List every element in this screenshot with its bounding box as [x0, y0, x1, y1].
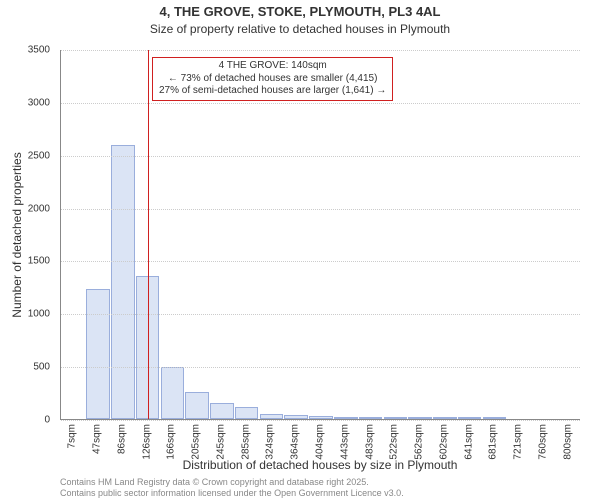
histogram-bar	[86, 289, 110, 419]
callout-line: 27% of semi-detached houses are larger (…	[159, 85, 386, 98]
y-tick-label: 2000	[0, 203, 50, 214]
chart-subtitle: Size of property relative to detached ho…	[0, 22, 600, 36]
footer-line: Contains public sector information licen…	[60, 488, 404, 498]
histogram-bar	[334, 417, 358, 419]
gridline	[61, 209, 580, 210]
histogram-bar	[161, 367, 185, 419]
gridline	[61, 261, 580, 262]
x-tick-label: 443sqm	[339, 424, 350, 460]
footer-line: Contains HM Land Registry data © Crown c…	[60, 477, 404, 487]
x-tick-label: 285sqm	[240, 424, 251, 460]
reference-line	[148, 50, 149, 419]
x-tick-label: 562sqm	[414, 424, 425, 460]
y-tick-label: 1000	[0, 309, 50, 320]
gridline	[61, 156, 580, 157]
x-tick-label: 7sqm	[67, 424, 78, 448]
y-tick-label: 3000	[0, 97, 50, 108]
callout-box: 4 THE GROVE: 140sqm← 73% of detached hou…	[152, 57, 393, 101]
x-tick-label: 800sqm	[562, 424, 573, 460]
x-tick-label: 324sqm	[265, 424, 276, 460]
x-tick-label: 166sqm	[166, 424, 177, 460]
histogram-bar	[284, 415, 308, 419]
footer-credits: Contains HM Land Registry data © Crown c…	[60, 477, 404, 498]
callout-line: 4 THE GROVE: 140sqm	[159, 60, 386, 73]
y-tick-label: 3500	[0, 45, 50, 56]
histogram-bar	[483, 417, 507, 419]
gridline	[61, 314, 580, 315]
histogram-bar	[359, 417, 383, 419]
x-tick-label: 404sqm	[315, 424, 326, 460]
x-tick-label: 47sqm	[92, 424, 103, 454]
histogram-bar	[111, 145, 135, 419]
plot-area: 4 THE GROVE: 140sqm← 73% of detached hou…	[60, 50, 580, 420]
y-tick-label: 0	[0, 415, 50, 426]
histogram-bar	[260, 414, 284, 419]
chart-figure: 4, THE GROVE, STOKE, PLYMOUTH, PL3 4AL S…	[0, 0, 600, 500]
histogram-bar	[408, 417, 432, 419]
histogram-bar	[309, 416, 333, 419]
x-tick-label: 364sqm	[290, 424, 301, 460]
histogram-bar	[458, 417, 482, 419]
histogram-bar	[433, 417, 457, 419]
histogram-bar	[210, 403, 234, 419]
x-tick-label: 760sqm	[537, 424, 548, 460]
x-axis-label: Distribution of detached houses by size …	[60, 458, 580, 472]
x-tick-label: 245sqm	[215, 424, 226, 460]
histogram-bar	[185, 392, 209, 419]
x-tick-label: 522sqm	[389, 424, 400, 460]
chart-title: 4, THE GROVE, STOKE, PLYMOUTH, PL3 4AL	[0, 4, 600, 19]
x-tick-label: 205sqm	[191, 424, 202, 460]
x-tick-label: 641sqm	[463, 424, 474, 460]
x-tick-label: 602sqm	[438, 424, 449, 460]
gridline	[61, 103, 580, 104]
x-tick-label: 483sqm	[364, 424, 375, 460]
callout-line: ← 73% of detached houses are smaller (4,…	[159, 73, 386, 86]
histogram-bar	[235, 407, 259, 419]
x-tick-label: 126sqm	[141, 424, 152, 460]
y-tick-label: 2500	[0, 150, 50, 161]
x-tick-label: 721sqm	[513, 424, 524, 460]
y-tick-label: 1500	[0, 256, 50, 267]
y-tick-label: 500	[0, 362, 50, 373]
gridline	[61, 367, 580, 368]
histogram-bar	[384, 417, 408, 419]
bars-layer	[61, 50, 580, 419]
gridline	[61, 50, 580, 51]
x-tick-label: 681sqm	[488, 424, 499, 460]
x-tick-label: 86sqm	[116, 424, 127, 454]
gridline	[61, 420, 580, 421]
